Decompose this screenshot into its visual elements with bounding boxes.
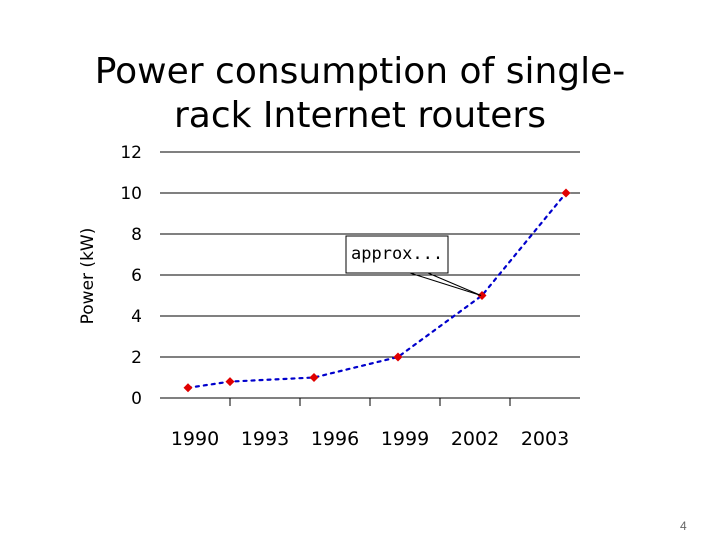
x-tick-label-1990: 1990 xyxy=(171,428,219,450)
data-point-4 xyxy=(477,291,487,300)
data-point-0 xyxy=(183,383,193,393)
y-tick-label-8: 8 xyxy=(131,225,142,245)
data-point-3 xyxy=(393,352,403,362)
page-number: 4 xyxy=(680,519,687,533)
callout-pointer-a xyxy=(409,272,482,296)
x-tick-label-1996: 1996 xyxy=(311,428,359,450)
chart-title: Power consumption of single- rack Intern… xyxy=(60,50,660,138)
data-point-2 xyxy=(309,373,319,382)
y-tick-label-4: 4 xyxy=(131,307,142,327)
x-tick-label-2003: 2003 xyxy=(521,428,569,450)
x-tick-label-2002: 2002 xyxy=(451,428,499,450)
y-tick-label-2: 2 xyxy=(131,348,142,368)
data-point-1 xyxy=(225,377,235,387)
x-tick-label-1999: 1999 xyxy=(381,428,429,450)
callout-text: approx... xyxy=(351,244,443,264)
callout-pointer-b xyxy=(427,272,482,296)
series-line-0 xyxy=(186,191,568,389)
chart-title-line-1: Power consumption of single- xyxy=(94,51,626,92)
x-tick-label-1993: 1993 xyxy=(241,428,289,450)
y-tick-label-0: 0 xyxy=(131,389,142,409)
data-point-5 xyxy=(561,188,571,198)
y-tick-label-10: 10 xyxy=(120,184,142,204)
chart-title-line-2: rack Internet routers xyxy=(173,95,546,136)
y-tick-label-6: 6 xyxy=(131,266,142,286)
y-tick-label-12: 12 xyxy=(120,143,142,163)
callout-box xyxy=(345,235,449,274)
